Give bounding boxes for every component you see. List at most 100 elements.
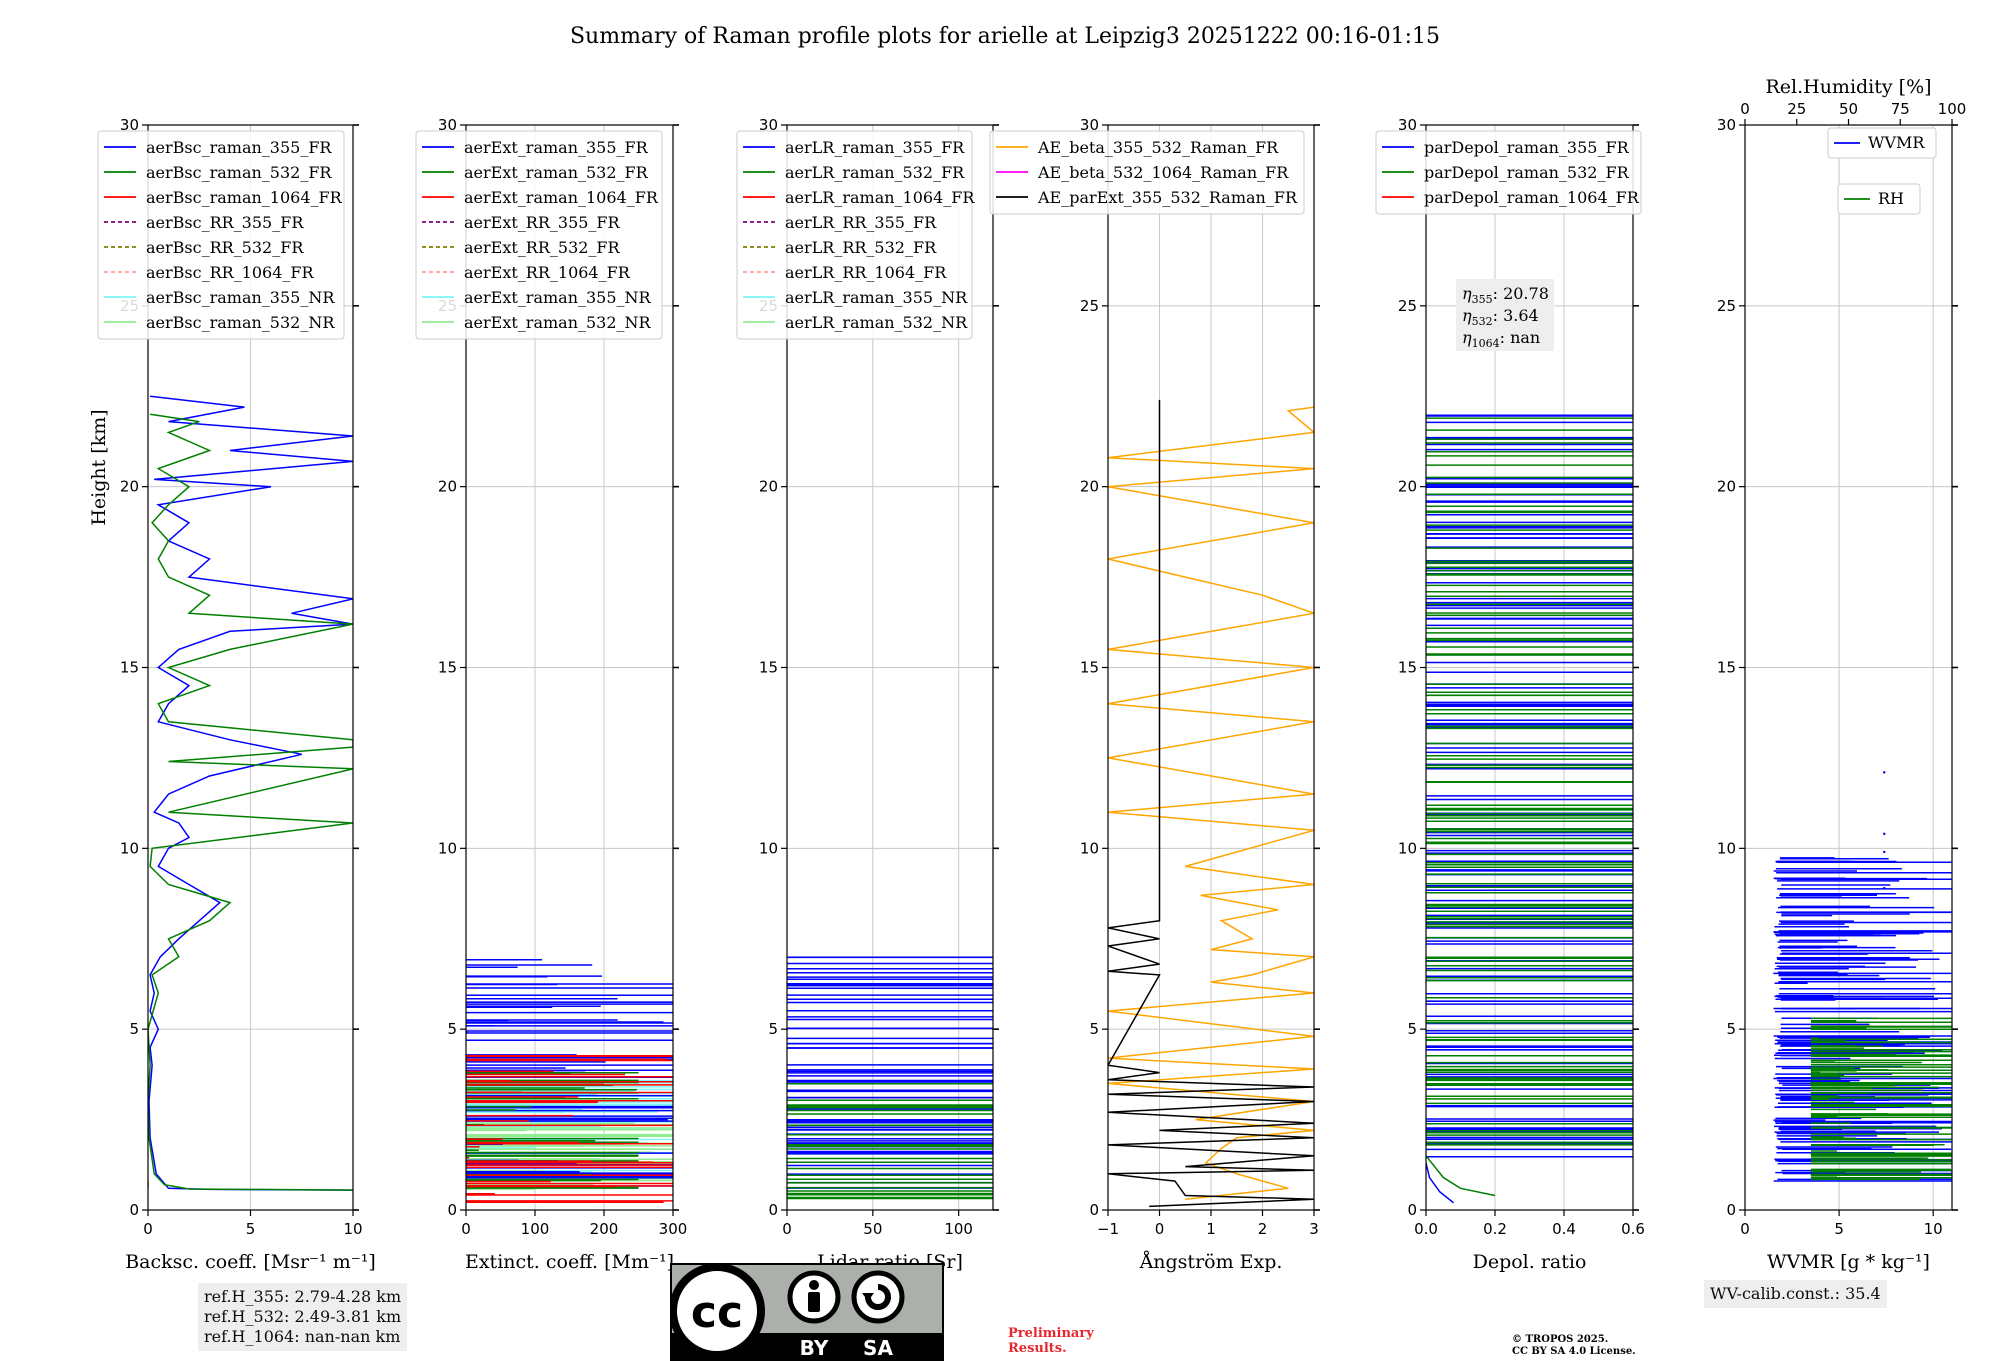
data-layer-lr — [787, 956, 993, 1200]
xtick-label-2: 0.4 — [1552, 1220, 1576, 1238]
ytick-label-6: 30 — [759, 116, 778, 134]
ytick-label-2: 10 — [759, 839, 778, 857]
panel-depol: 0.0 0.2 0.4 0.6 0 5 10 15 20 25 30 Depol. ratio parD… — [1375, 116, 1645, 1273]
xtick-label-0: −1 — [1097, 1220, 1119, 1238]
eta-line-355: η355: 20.78 — [1462, 284, 1549, 306]
preliminary-line-2: Results. — [1008, 1341, 1067, 1356]
legend-ext: aerExt_raman_355_FR aerExt_raman_532_FRae… — [415, 130, 663, 340]
legend-label: WVMR — [1868, 133, 1925, 152]
legend-label-1: AE_beta_532_1064_Raman_FR — [1037, 163, 1289, 182]
series-AE_beta_355_532_Raman_FR — [1108, 406, 1314, 1200]
xtick-label-1: 0.2 — [1483, 1220, 1507, 1238]
ytick-label-6: 30 — [1398, 116, 1417, 134]
ytick-label-2: 10 — [1080, 839, 1099, 857]
series-parDepol_low_355 — [1426, 1162, 1455, 1204]
legend-label-0: aerExt_raman_355_FR — [464, 138, 649, 157]
ytick-label-0: 0 — [447, 1201, 457, 1219]
ytick-label-1: 5 — [768, 1020, 778, 1038]
preliminary-results-note: Preliminary Results. — [1008, 1326, 1094, 1356]
panel-ext: 0100200300051015202530Extinct. coeff. [M… — [415, 116, 687, 1273]
legend-ae: AE_beta_355_532_Raman_FR AE_beta_532_1064… — [989, 130, 1305, 215]
legend-label-2: aerExt_raman_1064_FR — [464, 188, 659, 207]
legend-label-1: aerExt_raman_532_FR — [464, 163, 649, 182]
xtick-label-0: 0.0 — [1414, 1220, 1438, 1238]
ytick-label-4: 20 — [120, 478, 139, 496]
xtick-label-0: 0 — [143, 1220, 153, 1238]
xtick-label-2: 10 — [343, 1220, 362, 1238]
xtick-label-2: 200 — [590, 1220, 619, 1238]
xtick-label-1: 0 — [1155, 1220, 1165, 1238]
ytick-label-3: 15 — [120, 659, 139, 677]
ytick-label-2: 10 — [438, 839, 457, 857]
legend-label: RH — [1878, 189, 1904, 208]
xlabel-ext: Extinct. coeff. [Mm⁻¹] — [465, 1251, 674, 1273]
legend-label-0: aerLR_raman_355_FR — [785, 138, 965, 157]
legend-wv: WVMR — [1827, 127, 1937, 159]
ytick-label-4: 20 — [1398, 478, 1417, 496]
ytick-label-6: 30 — [1717, 116, 1736, 134]
series-aerLR_raman_355_FR — [787, 956, 993, 1189]
series-parDepol_low_532 — [1426, 1155, 1496, 1197]
ytick-label-1: 5 — [1726, 1020, 1736, 1038]
ytick-label-3: 15 — [438, 659, 457, 677]
xlabel-bsc: Backsc. coeff. [Msr⁻¹ m⁻¹] — [125, 1251, 376, 1273]
copyright-note: © TROPOS 2025. CC BY SA 4.0 License. — [1512, 1334, 1636, 1358]
legend-label-0: AE_beta_355_532_Raman_FR — [1037, 138, 1279, 157]
ytick-label-5: 25 — [1398, 297, 1417, 315]
legend-label-6: aerLR_raman_355_NR — [785, 288, 968, 307]
top-xtick-label-0: 0 — [1740, 100, 1750, 118]
legend-label-5: aerLR_RR_1064_FR — [785, 263, 947, 282]
ytick-label-0: 0 — [129, 1201, 139, 1219]
xtick-label-0: 0 — [461, 1220, 471, 1238]
legend-label-0: parDepol_raman_355_FR — [1424, 138, 1630, 157]
legend-label-3: aerLR_RR_355_FR — [785, 213, 937, 232]
xtick-label-1: 50 — [863, 1220, 882, 1238]
eta-box — [1456, 279, 1554, 351]
data-layer-depol — [1426, 414, 1633, 1204]
series-AE_parExt_355_532_Raman_FR — [1108, 399, 1314, 1208]
series-WVMR_dots — [1883, 771, 1886, 890]
legend-label-2: AE_parExt_355_532_Raman_FR — [1037, 188, 1298, 207]
legend-label-2: aerBsc_raman_1064_FR — [146, 188, 343, 207]
ytick-label-5: 25 — [1717, 297, 1736, 315]
ytick-label-2: 10 — [1717, 839, 1736, 857]
legend-frame — [989, 130, 1305, 215]
series-RH — [1810, 1017, 1952, 1181]
ytick-label-3: 15 — [1080, 659, 1099, 677]
xlabel-depol: Depol. ratio — [1473, 1251, 1587, 1273]
ytick-label-4: 20 — [438, 478, 457, 496]
sa-sharealike-icon — [851, 1270, 905, 1324]
xtick-label-0: 0 — [782, 1220, 792, 1238]
top-xtick-label-4: 100 — [1938, 100, 1967, 118]
xtick-label-1: 5 — [1834, 1220, 1844, 1238]
wv-calib-constant: WV-calib.const.: 35.4 — [1710, 1284, 1881, 1303]
series-aerExt_raman_1064_FR — [466, 1055, 673, 1204]
ytick-label-6: 30 — [1080, 116, 1099, 134]
legend-depol: parDepol_raman_355_FR parDepol_raman_532_… — [1375, 130, 1642, 215]
ytick-label-3: 15 — [759, 659, 778, 677]
legend-label-0: aerBsc_raman_355_FR — [146, 138, 332, 157]
ytick-label-0: 0 — [1089, 1201, 1099, 1219]
top-xtick-label-1: 25 — [1787, 100, 1806, 118]
series-aerLR_raman_532_FR — [787, 1083, 993, 1200]
preliminary-line-1: Preliminary — [1008, 1326, 1094, 1341]
xlabel-wv: WVMR [g * kg⁻¹] — [1767, 1251, 1930, 1273]
legend-label-2: parDepol_raman_1064_FR — [1424, 188, 1640, 207]
data-layer-wv — [1773, 771, 1952, 1182]
xtick-label-0: 0 — [1740, 1220, 1750, 1238]
legend-label-3: aerBsc_RR_355_FR — [146, 213, 304, 232]
series-parDepol_raman_532_FR — [1426, 417, 1633, 1146]
legend-label-2: aerLR_raman_1064_FR — [785, 188, 975, 207]
ytick-label-3: 15 — [1398, 659, 1417, 677]
eta-line-1064: η1064: nan — [1462, 328, 1540, 350]
wv-calibration-box: WV-calib.const.: 35.4 — [1704, 1280, 1887, 1308]
by-label: BY — [800, 1336, 829, 1360]
panel-bsc: 0510051015202530Backsc. coeff. [Msr⁻¹ m⁻… — [88, 116, 376, 1273]
legend-label-4: aerLR_RR_532_FR — [785, 238, 937, 257]
legend-label-7: aerBsc_raman_532_NR — [146, 313, 335, 332]
ref-height-532: ref.H_532: 2.49-3.81 km — [204, 1307, 402, 1326]
legend-label-1: parDepol_raman_532_FR — [1424, 163, 1630, 182]
ylabel: Height [km] — [88, 409, 110, 525]
